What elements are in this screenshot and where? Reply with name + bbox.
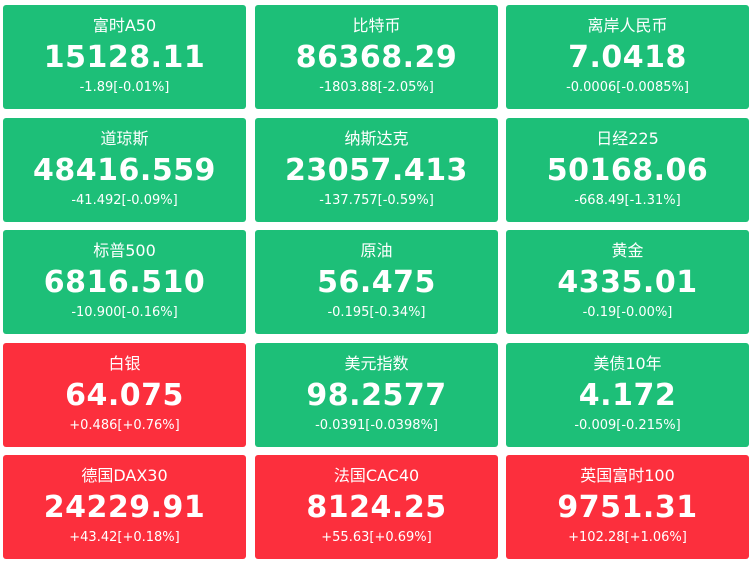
quote-price: 64.075 xyxy=(65,378,184,413)
quote-name: 日经225 xyxy=(596,129,659,148)
quote-price: 4335.01 xyxy=(557,265,698,300)
quote-change: +43.42[+0.18%] xyxy=(69,530,180,545)
quote-tile-cac40[interactable]: 法国CAC40 8124.25 +55.63[+0.69%] xyxy=(255,455,498,559)
quote-tile-dow-jones[interactable]: 道琼斯 48416.559 -41.492[-0.09%] xyxy=(3,118,246,222)
quote-name: 英国富时100 xyxy=(580,466,675,485)
quote-tile-offshore-rmb[interactable]: 离岸人民币 7.0418 -0.0006[-0.0085%] xyxy=(506,5,749,109)
quote-price: 98.2577 xyxy=(306,378,447,413)
quote-name: 黄金 xyxy=(611,241,644,260)
quote-price: 6816.510 xyxy=(43,265,206,300)
quote-price: 24229.91 xyxy=(43,490,206,525)
quote-price: 48416.559 xyxy=(33,153,216,188)
quote-price: 86368.29 xyxy=(295,40,458,75)
quote-price: 8124.25 xyxy=(306,490,447,525)
quote-tile-nikkei-225[interactable]: 日经225 50168.06 -668.49[-1.31%] xyxy=(506,118,749,222)
quote-change: +0.486[+0.76%] xyxy=(69,418,180,433)
quote-change: -137.757[-0.59%] xyxy=(319,193,434,208)
quote-name: 富时A50 xyxy=(92,16,157,35)
quote-price: 15128.11 xyxy=(43,40,206,75)
quote-name: 标普500 xyxy=(93,241,156,260)
quote-tile-gold[interactable]: 黄金 4335.01 -0.19[-0.00%] xyxy=(506,230,749,334)
quote-change: -41.492[-0.09%] xyxy=(71,193,178,208)
quote-tile-sp500[interactable]: 标普500 6816.510 -10.900[-0.16%] xyxy=(3,230,246,334)
quote-tile-bitcoin[interactable]: 比特币 86368.29 -1803.88[-2.05%] xyxy=(255,5,498,109)
quote-name: 美元指数 xyxy=(344,354,409,373)
quote-name: 离岸人民币 xyxy=(587,16,668,35)
quote-tile-ftse-china-a50[interactable]: 富时A50 15128.11 -1.89[-0.01%] xyxy=(3,5,246,109)
quote-change: +102.28[+1.06%] xyxy=(568,530,687,545)
quote-change: +55.63[+0.69%] xyxy=(321,530,432,545)
quote-price: 23057.413 xyxy=(285,153,468,188)
quote-name: 原油 xyxy=(360,241,393,260)
quote-tile-nasdaq[interactable]: 纳斯达克 23057.413 -137.757[-0.59%] xyxy=(255,118,498,222)
quote-change: -10.900[-0.16%] xyxy=(71,305,178,320)
quote-tile-dax30[interactable]: 德国DAX30 24229.91 +43.42[+0.18%] xyxy=(3,455,246,559)
quote-change: -1803.88[-2.05%] xyxy=(319,80,434,95)
quote-tile-ftse100[interactable]: 英国富时100 9751.31 +102.28[+1.06%] xyxy=(506,455,749,559)
quote-name: 纳斯达克 xyxy=(344,129,409,148)
quote-name: 德国DAX30 xyxy=(81,466,168,485)
quote-change: -0.0006[-0.0085%] xyxy=(566,80,689,95)
quote-change: -668.49[-1.31%] xyxy=(574,193,681,208)
quote-tile-silver[interactable]: 白银 64.075 +0.486[+0.76%] xyxy=(3,343,246,447)
quote-name: 比特币 xyxy=(352,16,401,35)
quote-name: 美债10年 xyxy=(593,354,662,373)
quote-change: -0.19[-0.00%] xyxy=(582,305,673,320)
quote-name: 道琼斯 xyxy=(100,129,149,148)
quote-price: 7.0418 xyxy=(568,40,687,75)
quote-name: 法国CAC40 xyxy=(333,466,420,485)
quote-change: -0.195[-0.34%] xyxy=(327,305,426,320)
quote-change: -0.0391[-0.0398%] xyxy=(315,418,438,433)
quote-tile-dollar-index[interactable]: 美元指数 98.2577 -0.0391[-0.0398%] xyxy=(255,343,498,447)
quote-change: -0.009[-0.215%] xyxy=(574,418,681,433)
quote-price: 56.475 xyxy=(317,265,436,300)
quote-price: 9751.31 xyxy=(557,490,698,525)
quote-tile-us-10y-treasury[interactable]: 美债10年 4.172 -0.009[-0.215%] xyxy=(506,343,749,447)
quote-change: -1.89[-0.01%] xyxy=(79,80,170,95)
quote-price: 4.172 xyxy=(578,378,677,413)
quote-name: 白银 xyxy=(108,354,141,373)
quote-tile-crude-oil[interactable]: 原油 56.475 -0.195[-0.34%] xyxy=(255,230,498,334)
quote-price: 50168.06 xyxy=(546,153,709,188)
